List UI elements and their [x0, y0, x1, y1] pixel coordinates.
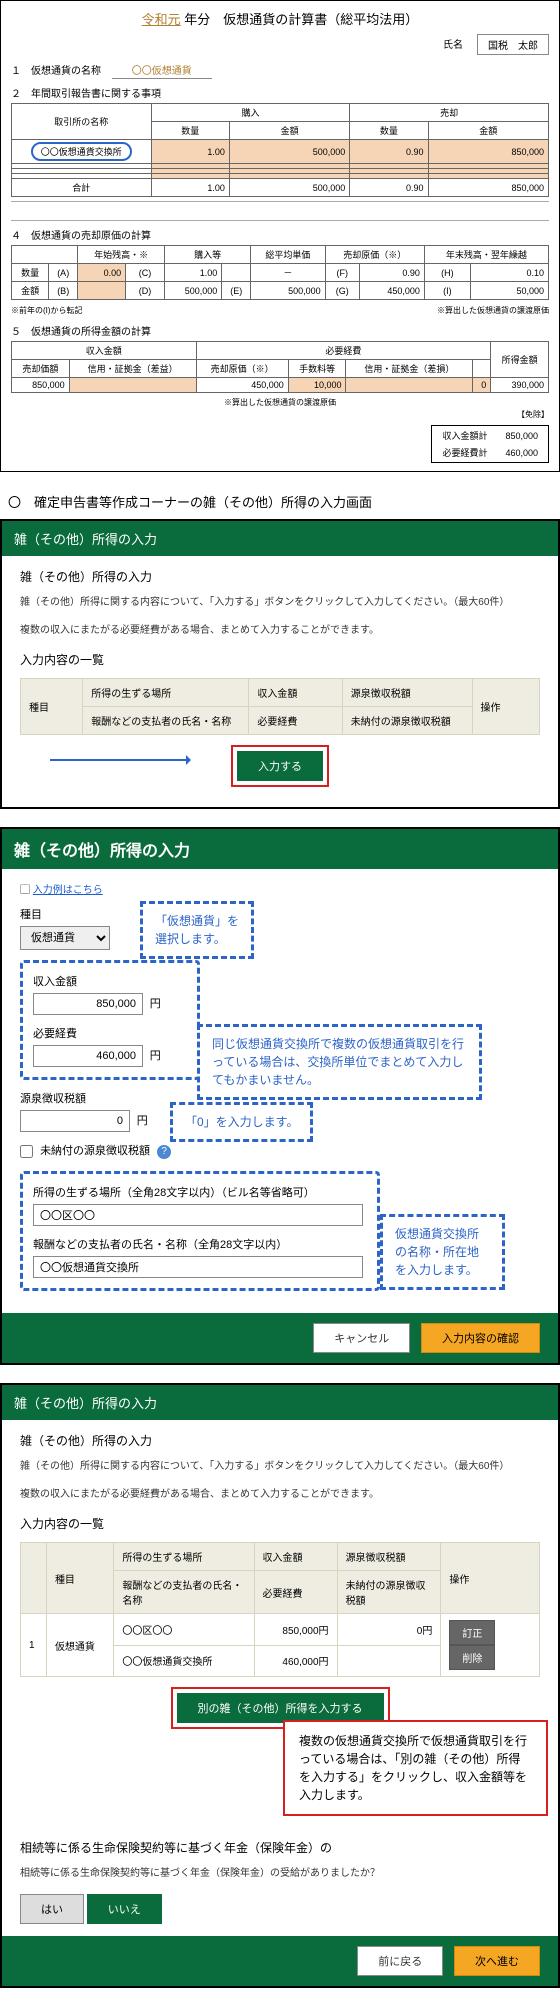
kind-select[interactable]: 仮想通貨 — [20, 926, 110, 950]
panel-input-list: 雑（その他）所得の入力 雑（その他）所得の入力 雑（その他）所得に関する内容につ… — [0, 519, 560, 809]
place-input[interactable] — [33, 1204, 363, 1226]
another-input-button[interactable]: 別の雑（その他）所得を入力する — [177, 1693, 384, 1723]
exchange-name-circled: 〇〇仮想通貨交換所 — [31, 142, 132, 161]
delete-button[interactable]: 削除 — [449, 1645, 495, 1670]
panel-header: 雑（その他）所得の入力 — [2, 521, 558, 556]
no-button[interactable]: いいえ — [87, 1894, 162, 1924]
name-label: 氏名 — [433, 34, 473, 55]
wave-break — [11, 201, 549, 221]
sheet-title: 令和元 年分 仮想通貨の計算書（総平均法用） — [11, 9, 549, 28]
th-sell: 売却 — [350, 104, 549, 122]
panel-header: 雑（その他）所得の入力 — [2, 829, 558, 869]
yes-button[interactable]: はい — [20, 1894, 84, 1924]
insurance-head: 相続等に係る生命保険契約等に基づく年金（保険年金）の — [20, 1839, 540, 1856]
expense-input[interactable] — [33, 1045, 143, 1067]
totals-box: 収入金額計850,000 必要経費計460,000 — [431, 425, 549, 463]
panel-header: 雑（その他）所得の入力 — [2, 1385, 558, 1420]
amounts-group: 収入金額 円 必要経費 円 — [20, 960, 200, 1080]
panel-subhead: 雑（その他）所得の入力 — [20, 568, 540, 585]
callout-place: 仮想通貨交換所の名称・所在地を入力します。 — [380, 1214, 505, 1290]
callout-kind: 「仮想通貨」を 選択します。 — [140, 901, 254, 959]
callout-zero: 「0」を入力します。 — [170, 1102, 313, 1142]
sec1-label: １ 仮想通貨の名称 〇〇仮想通貨 — [11, 61, 549, 79]
unpaid-checkbox[interactable] — [20, 1145, 33, 1158]
input-button[interactable]: 入力する — [237, 751, 323, 781]
sec2-label: ２ 年間取引報告書に関する事項 — [11, 85, 549, 100]
edit-button[interactable]: 訂正 — [449, 1620, 495, 1645]
era-year: 令和元 — [142, 12, 181, 27]
help-icon[interactable]: ? — [157, 1145, 171, 1159]
input-btn-outline: 入力する — [231, 745, 329, 787]
expense-label: 必要経費 — [33, 1025, 187, 1041]
name-value: 国税 太郎 — [477, 34, 549, 55]
table-row: 〇〇仮想通貨交換所 1.00 500,000 0.90 850,000 — [12, 140, 549, 164]
panel-input-form: 雑（その他）所得の入力 ▢ 入力例はこちら 種目 仮想通貨 「仮想通貨」を 選択… — [0, 827, 560, 1365]
table-row: 1 仮想通貨 〇〇区〇〇 850,000円 0円 訂正 削除 — [21, 1614, 540, 1646]
name-row: 氏名 国税 太郎 — [11, 34, 549, 55]
screen-heading: 〇 確定申告書等作成コーナーの雑（その他）所得の入力画面 — [8, 492, 560, 511]
panel-desc2: 複数の収入にまたがる必要経費がある場合、まとめて入力することができます。 — [20, 623, 540, 639]
listing-table-empty: 種目 所得の生ずる場所 収入金額 源泉徴収税額 操作 報酬などの支払者の氏名・名… — [20, 678, 540, 735]
calc-sheet: 令和元 年分 仮想通貨の計算書（総平均法用） 氏名 国税 太郎 １ 仮想通貨の名… — [0, 0, 560, 472]
unpaid-label: 未納付の源泉徴収税額 — [40, 1145, 150, 1157]
currency-name: 〇〇仮想通貨 — [112, 61, 212, 79]
back-button[interactable]: 前に戻る — [357, 1946, 443, 1976]
income-calc-table: 収入金額 必要経費 所得金額 売却価額 信用・証拠金（差益） 売却原価（※） 手… — [11, 341, 549, 393]
kind-label: 種目 — [20, 906, 540, 922]
list-label: 入力内容の一覧 — [20, 651, 540, 668]
th-buy: 購入 — [151, 104, 350, 122]
th-exchange: 取引所の名称 — [12, 104, 152, 140]
panel-desc1: 雑（その他）所得に関する内容について、「入力する」ボタンをクリックして入力してく… — [20, 595, 540, 611]
sec5-label: ５ 仮想通貨の所得金額の計算 — [11, 323, 549, 338]
callout-same-exchange: 同じ仮想通貨交換所で複数の仮想通貨取引を行っている場合は、交換所単位でまとめて入… — [197, 1024, 482, 1100]
listing-table-filled: 種目 所得の生ずる場所 収入金額 源泉徴収税額 操作 報酬などの支払者の氏名・名… — [20, 1542, 540, 1677]
panel-footer: キャンセル 入力内容の確認 — [2, 1313, 558, 1363]
panel-footer: 前に戻る 次へ進む — [2, 1936, 558, 1986]
payer-label: 報酬などの支払者の氏名・名称（全角28文字以内） — [33, 1236, 367, 1252]
callout-multi: 複数の仮想通貨交換所で仮想通貨取引を行っている場合は、「別の雑（その他）所得を入… — [283, 1720, 548, 1816]
cost-calc-table: 年始残高・※ 購入等 総平均単価 売却原価（※） 年末残高・翌年繰越 数量(A)… — [11, 245, 549, 300]
payer-input[interactable] — [33, 1256, 363, 1278]
place-group: 所得の生ずる場所（全角28文字以内）（ビル名等省略可） 報酬などの支払者の氏名・… — [20, 1171, 380, 1291]
panel-input-list-filled: 雑（その他）所得の入力 雑（その他）所得の入力 雑（その他）所得に関する内容につ… — [0, 1383, 560, 1988]
sec4-label: ４ 仮想通貨の売却原価の計算 — [11, 227, 549, 242]
example-link[interactable]: 入力例はこちら — [33, 885, 103, 896]
confirm-button[interactable]: 入力内容の確認 — [421, 1323, 540, 1353]
income-label: 収入金額 — [33, 973, 187, 989]
income-input[interactable] — [33, 993, 143, 1015]
cancel-button[interactable]: キャンセル — [313, 1323, 410, 1353]
next-button[interactable]: 次へ進む — [454, 1946, 540, 1976]
annual-report-table: 取引所の名称 購入 売却 数量 金額 数量 金額 〇〇仮想通貨交換所 1.00 … — [11, 103, 549, 197]
total-row: 合計 1.00 500,000 0.90 850,000 — [12, 179, 549, 197]
withhold-input[interactable] — [20, 1110, 130, 1132]
place-label: 所得の生ずる場所（全角28文字以内）（ビル名等省略可） — [33, 1184, 367, 1200]
arrow-icon — [50, 759, 190, 761]
